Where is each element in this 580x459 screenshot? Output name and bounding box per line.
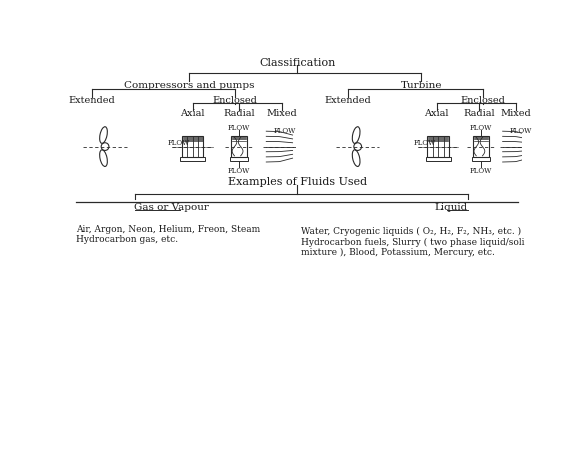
Text: Compressors and pumps: Compressors and pumps xyxy=(124,80,254,90)
Bar xyxy=(230,158,248,162)
Bar xyxy=(231,136,247,158)
Text: FLOW: FLOW xyxy=(470,167,492,175)
Text: FLOW: FLOW xyxy=(274,126,296,134)
Text: Enclosed: Enclosed xyxy=(461,96,506,105)
Bar xyxy=(182,136,204,158)
Text: Extended: Extended xyxy=(68,96,115,105)
Text: Extended: Extended xyxy=(324,96,371,105)
Text: FLOW: FLOW xyxy=(413,139,436,147)
Text: FLOW: FLOW xyxy=(228,123,251,131)
Text: FLOW: FLOW xyxy=(470,123,492,131)
Text: Gas or Vapour: Gas or Vapour xyxy=(135,203,209,212)
Bar xyxy=(427,136,449,158)
Text: Mixed: Mixed xyxy=(266,109,297,118)
Bar xyxy=(473,136,489,158)
Text: FLOW: FLOW xyxy=(510,126,532,134)
Text: Air, Argon, Neon, Helium, Freon, Steam
Hydrocarbon gas, etc.: Air, Argon, Neon, Helium, Freon, Steam H… xyxy=(77,224,260,243)
Text: Radial: Radial xyxy=(223,109,255,118)
Bar xyxy=(426,158,451,162)
Text: FLOW: FLOW xyxy=(228,167,251,175)
Text: Axial: Axial xyxy=(180,109,205,118)
Text: Classification: Classification xyxy=(259,58,335,68)
Text: Axial: Axial xyxy=(425,109,449,118)
Text: Liquid: Liquid xyxy=(434,203,467,212)
Text: Enclosed: Enclosed xyxy=(213,96,258,105)
Bar xyxy=(472,158,490,162)
Text: Examples of Fluids Used: Examples of Fluids Used xyxy=(228,177,367,187)
Text: Turbine: Turbine xyxy=(401,80,442,90)
Bar xyxy=(180,158,205,162)
Text: Mixed: Mixed xyxy=(501,109,531,118)
Text: Water, Cryogenic liquids ( O₂, H₂, F₂, NH₃, etc. )
Hydrocarbon fuels, Slurry ( t: Water, Cryogenic liquids ( O₂, H₂, F₂, N… xyxy=(301,226,525,257)
Text: FLOW: FLOW xyxy=(168,139,190,147)
Text: Radial: Radial xyxy=(463,109,495,118)
